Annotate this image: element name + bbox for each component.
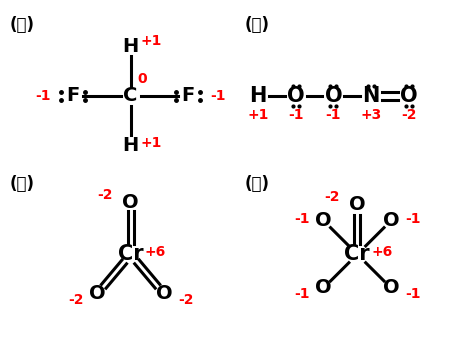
Text: +6: +6: [145, 245, 166, 259]
Text: -1: -1: [36, 88, 51, 103]
Text: O: O: [315, 279, 332, 297]
Text: -2: -2: [68, 293, 83, 307]
Text: +3: +3: [361, 108, 382, 122]
Text: H: H: [122, 136, 139, 155]
Text: O: O: [400, 86, 418, 106]
Text: -2: -2: [324, 190, 339, 204]
Text: O: O: [383, 279, 400, 297]
Text: O: O: [122, 193, 139, 212]
Text: O: O: [349, 195, 365, 214]
Text: -1: -1: [288, 108, 303, 122]
Text: C: C: [123, 86, 138, 105]
Text: O: O: [325, 86, 342, 106]
Text: O: O: [89, 284, 106, 303]
Text: O: O: [383, 211, 400, 230]
Text: -1: -1: [210, 88, 226, 103]
Text: O: O: [315, 211, 332, 230]
Text: -2: -2: [97, 188, 113, 202]
Text: O: O: [287, 86, 304, 106]
Text: -1: -1: [405, 287, 420, 301]
Text: +1: +1: [141, 136, 162, 150]
Text: +1: +1: [247, 108, 269, 122]
Text: F: F: [182, 86, 195, 105]
Text: H: H: [122, 36, 139, 56]
Text: Cr: Cr: [345, 244, 370, 264]
Text: +6: +6: [371, 245, 392, 259]
Text: +1: +1: [141, 34, 162, 48]
Text: O: O: [155, 284, 172, 303]
Text: -2: -2: [178, 293, 193, 307]
Text: Cr: Cr: [118, 244, 144, 264]
Text: -1: -1: [405, 212, 420, 226]
Text: 0: 0: [137, 72, 147, 86]
Text: F: F: [66, 86, 80, 105]
Text: N: N: [363, 86, 380, 106]
Text: H: H: [249, 86, 266, 106]
Text: (ค): (ค): [9, 175, 34, 193]
Text: -1: -1: [294, 287, 310, 301]
Text: -1: -1: [326, 108, 341, 122]
Text: (ข): (ข): [245, 16, 270, 34]
Text: (ง): (ง): [245, 175, 270, 193]
Text: -2: -2: [401, 108, 417, 122]
Text: -1: -1: [294, 212, 310, 226]
Text: (ก): (ก): [9, 16, 34, 34]
